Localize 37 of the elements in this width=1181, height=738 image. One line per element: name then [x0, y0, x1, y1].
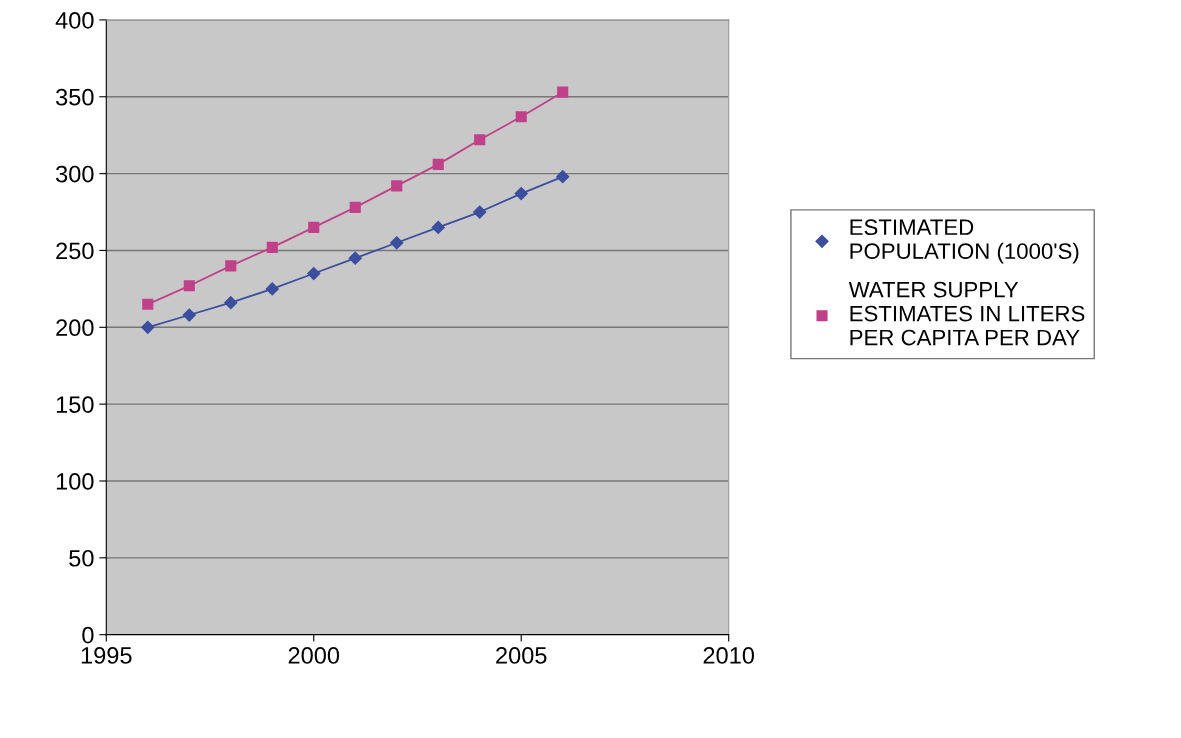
point: [225, 260, 237, 272]
point: [142, 298, 154, 310]
point: [307, 266, 321, 281]
point: [349, 201, 361, 213]
point: [474, 134, 486, 146]
legend-label: ESTIMATED POPULATION (1000'S): [850, 219, 1079, 264]
point: [308, 221, 320, 233]
point: [266, 241, 278, 253]
point: [182, 308, 196, 322]
point: [224, 296, 238, 310]
y-tick-label: 300: [55, 165, 94, 183]
point: [391, 180, 403, 192]
point: [473, 205, 487, 219]
y-tick-label: 250: [56, 242, 94, 260]
y-tick-label: 400: [55, 11, 94, 29]
point: [556, 170, 570, 184]
point: [557, 86, 569, 98]
x-tick-label: 2000: [288, 647, 340, 664]
point: [141, 320, 155, 334]
legend-label: WATER SUPPLY ESTIMATES IN LITERS PER CAPITA PER DAY: [848, 281, 1085, 346]
y-tick-label: 350: [55, 88, 94, 106]
y-tick-label: 200: [56, 319, 94, 337]
x-tick-label: 2010: [703, 647, 755, 664]
y-tick-label: 100: [56, 473, 94, 490]
point: [515, 111, 527, 123]
point: [348, 251, 362, 265]
point: [183, 280, 195, 292]
point: [265, 282, 279, 296]
y-tick-label: 0: [82, 626, 94, 644]
point: [431, 220, 445, 234]
x-tick-label: 2005: [496, 647, 547, 664]
point: [390, 236, 404, 250]
y-tick-label: 150: [56, 396, 94, 413]
point: [432, 158, 444, 170]
x-tick-label: 1995: [81, 647, 132, 664]
point: [514, 187, 528, 201]
y-tick-label: 50: [69, 549, 94, 567]
